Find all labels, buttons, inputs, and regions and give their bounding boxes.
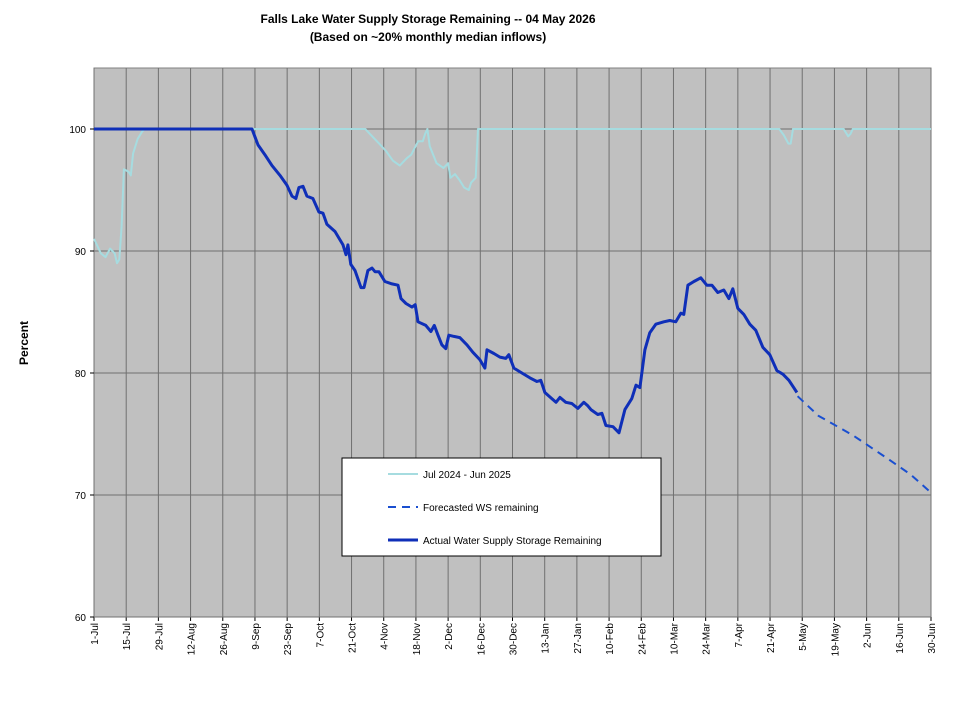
legend: Jul 2024 - Jun 2025 Forecasted WS remaini… [341,457,662,557]
y-tick-label: 100 [69,125,86,136]
x-tick-label: 10-Mar [669,622,680,654]
x-tick-label: 13-Jan [541,623,552,654]
x-tick-label: 21-Apr [766,622,777,653]
x-tick-label: 19-May [830,623,841,656]
y-tick-label: 60 [75,613,87,624]
x-tick-label: 24-Mar [702,622,713,654]
x-tick-label: 2-Jun [863,623,874,648]
legend-label: Forecasted WS remaining [423,503,539,514]
x-tick-label: 29-Jul [154,623,165,650]
x-tick-label: 27-Jan [573,623,584,654]
x-tick-label: 24-Feb [637,623,648,655]
x-tick-label: 16-Jun [895,623,906,654]
legend-label: Actual Water Supply Storage Remaining [423,536,602,547]
x-tick-label: 5-May [798,623,809,651]
x-tick-label: 1-Jul [90,623,101,645]
y-tick-label: 80 [75,369,87,380]
x-tick-label: 12-Aug [187,623,198,655]
x-tick-label: 2-Dec [444,623,455,650]
series-line [796,395,932,494]
x-tick-label: 9-Sep [251,623,262,650]
x-tick-label: 16-Dec [476,623,487,655]
x-tick-label: 21-Oct [348,623,359,653]
x-tick-label: 7-Apr [734,622,745,647]
x-tick-label: 4-Nov [380,623,391,650]
x-tick-label: 18-Nov [412,623,423,655]
x-tick-label: 26-Aug [219,623,230,655]
y-tick-label: 90 [75,247,87,258]
chart-title: Falls Lake Water Supply Storage Remainin… [261,12,596,26]
series-line [93,128,931,265]
y-tick-label: 70 [75,491,87,502]
x-tick-label: 23-Sep [283,623,294,656]
x-tick-label: 7-Oct [315,623,326,648]
x-tick-label: 30-Dec [509,623,520,655]
series-line [94,127,799,435]
x-tick-label: 15-Jul [122,623,133,650]
y-axis-label: Percent [17,321,31,365]
x-tick-label: 10-Feb [605,623,616,655]
x-tick-label: 30-Jun [927,623,938,654]
legend-label: Jul 2024 - Jun 2025 [423,470,511,481]
chart-subtitle: (Based on ~20% monthly median inflows) [310,30,546,44]
